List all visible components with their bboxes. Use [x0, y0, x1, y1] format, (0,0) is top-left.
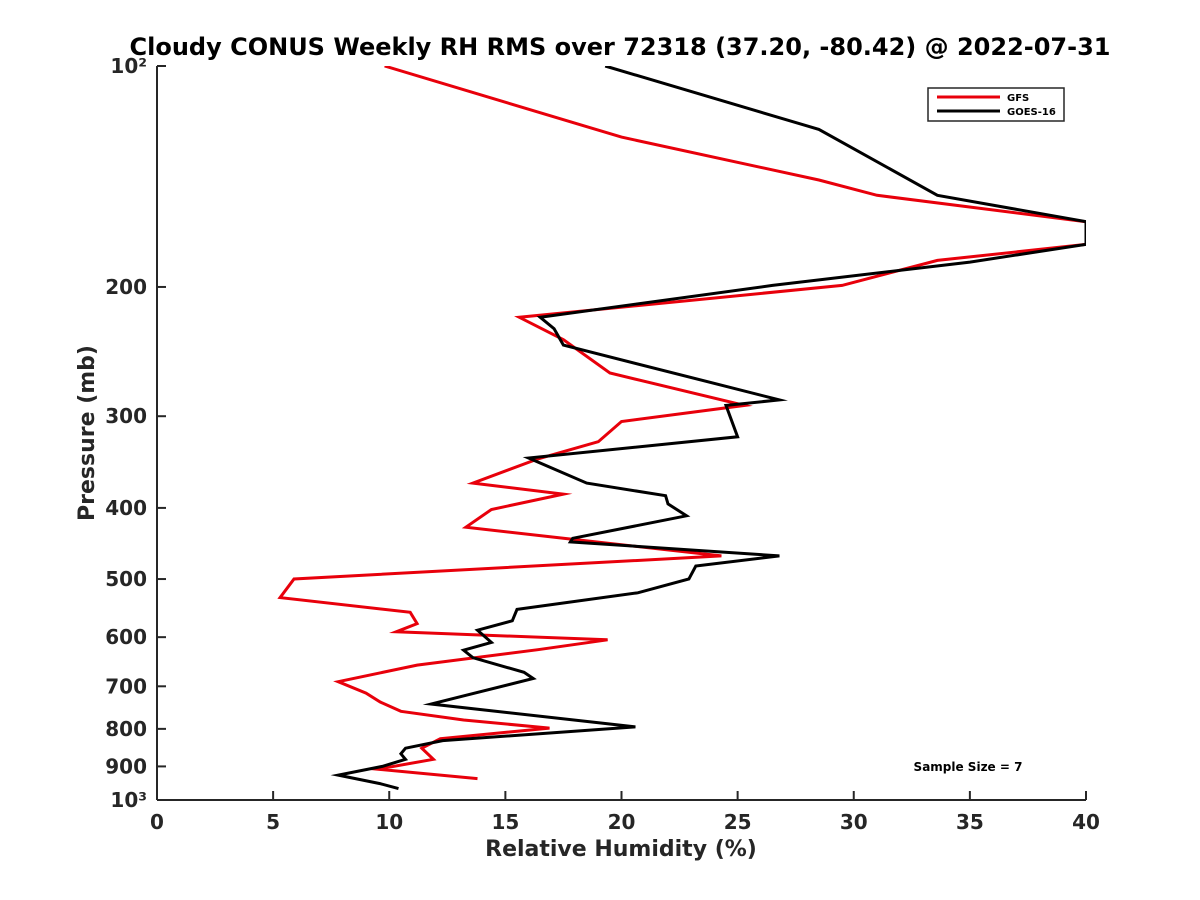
y-tick-label: 10³ [110, 788, 147, 812]
axes: 0 5 10 15 20 25 30 35 40 10² 200 300 400 500 600 700 800… [105, 54, 1100, 834]
y-tick-label: 500 [105, 567, 147, 591]
y-tick-label: 700 [105, 674, 147, 698]
legend: GFS GOES-16 [927, 87, 1065, 122]
x-tick-label: 20 [608, 810, 636, 834]
x-tick-label: 30 [840, 810, 868, 834]
x-tick-label: 35 [956, 810, 984, 834]
y-tick-label: 400 [105, 496, 147, 520]
plot-area [277, 66, 1086, 791]
y-tick-label: 200 [105, 275, 147, 299]
y-tick-label: 300 [105, 404, 147, 428]
legend-label: GOES-16 [1007, 107, 1056, 118]
legend-label: GFS [1007, 93, 1029, 104]
x-tick-label: 0 [150, 810, 164, 834]
x-tick-label: 25 [724, 810, 752, 834]
x-tick-label: 5 [266, 810, 280, 834]
x-tick-label: 40 [1072, 810, 1100, 834]
y-tick-label: 900 [105, 754, 147, 778]
series-line-gfs [277, 66, 1086, 781]
x-axis-label: Relative Humidity (%) [485, 837, 757, 862]
y-axis-label: Pressure (mb) [75, 345, 100, 521]
series-line-goes-16 [330, 66, 1086, 791]
y-tick-label: 10² [110, 54, 147, 78]
y-tick-label: 800 [105, 717, 147, 741]
legend-box [927, 87, 1065, 122]
sample-size-annotation: Sample Size = 7 [914, 760, 1023, 774]
chart-title: Cloudy CONUS Weekly RH RMS over 72318 (3… [130, 33, 1111, 61]
y-tick-label: 600 [105, 625, 147, 649]
x-tick-label: 15 [491, 810, 519, 834]
x-tick-label: 10 [375, 810, 403, 834]
